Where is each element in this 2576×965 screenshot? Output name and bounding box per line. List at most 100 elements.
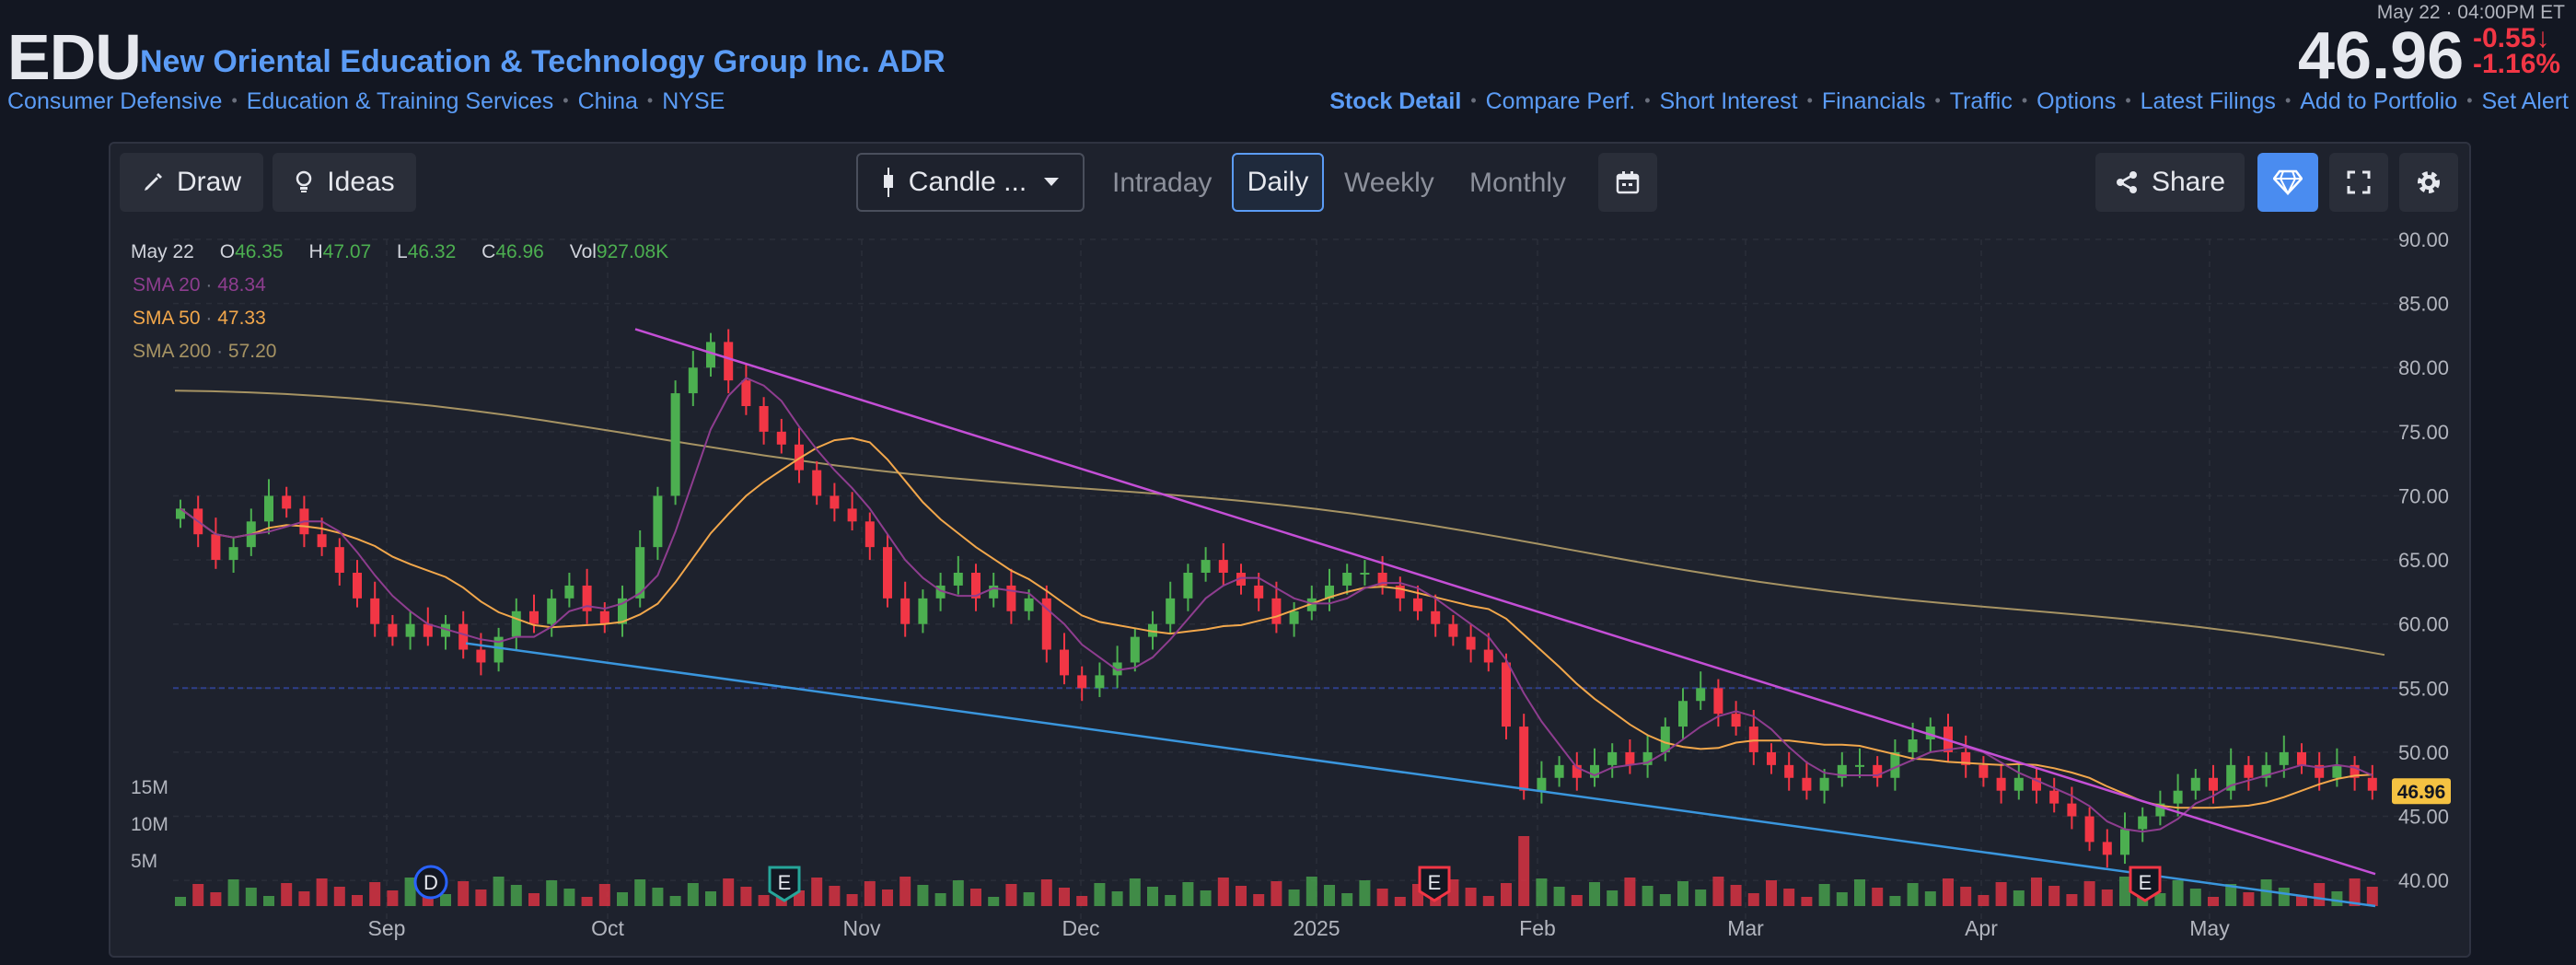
trend-line-lower [465,642,2376,908]
company-name[interactable]: New Oriental Education & Technology Grou… [140,44,946,79]
link-add-to-portfolio[interactable]: Add to Portfolio [2300,88,2458,114]
event-marker-label: D [424,871,438,894]
volume-bar [1589,882,1600,906]
volume-bar [192,884,204,906]
link-traffic[interactable]: Traffic [1949,88,2013,114]
chart-panel [109,142,2471,958]
candle-body [1678,701,1688,727]
candle-body [1802,777,1812,791]
link-set-alert[interactable]: Set Alert [2481,88,2570,114]
volume-bar [723,878,735,906]
ohlc-high-label: H [308,241,323,262]
ohlc-low-label: L [397,241,408,262]
breadcrumb-exchange[interactable]: NYSE [662,88,725,114]
volume-bar [1217,878,1229,906]
link-compare-perf[interactable]: Compare Perf. [1485,88,1636,114]
fullscreen-button[interactable] [2329,153,2388,212]
candle-body [1996,777,2006,791]
volume-bar [669,896,681,906]
sma50-value: 47.33 [217,308,266,329]
premium-button[interactable] [2257,153,2318,212]
tab-monthly[interactable]: Monthly [1469,168,1567,198]
chart-type-select[interactable]: Candle ... [856,153,1085,212]
x-axis-label: Mar [1727,916,1764,940]
link-short-interest[interactable]: Short Interest [1659,88,1798,114]
settings-button[interactable] [2399,153,2458,212]
volume-bar [1076,896,1088,906]
y-tick-label: 80.00 [2398,356,2449,379]
y-tick-label: 55.00 [2398,677,2449,700]
trend-line-upper [634,328,2376,876]
volume-bar [1747,893,1759,906]
earnings-marker [2129,866,2162,902]
volume-bar [598,884,610,906]
breadcrumb-industry[interactable]: Education & Training Services [246,88,554,114]
breadcrumb: Consumer Defensive • Education & Training … [7,88,725,114]
candle-body [1837,764,1847,778]
volume-bar [2048,886,2060,906]
ohlc-close-label: C [482,241,496,262]
candle-body [1554,764,1564,778]
candle-body [776,431,786,445]
breadcrumb-country[interactable]: China [577,88,638,114]
volume-bar [263,896,274,906]
volume-bar [1818,884,1830,906]
link-stock-detail[interactable]: Stock Detail [1329,88,1462,114]
candle-body [529,610,539,624]
date-range-button[interactable] [1598,153,1657,212]
volume-tick-label: 5M [131,851,157,872]
link-latest-filings[interactable]: Latest Filings [2140,88,2276,114]
candle-body [2067,803,2077,817]
volume-bar [387,890,399,906]
candle-body [1925,727,1935,739]
volume-bar [2225,884,2237,906]
volume-bar [333,887,345,906]
volume-bar [281,883,293,906]
draw-button[interactable]: Draw [120,153,263,212]
volume-bar [458,881,470,906]
volume-bar [2278,888,2290,906]
volume-bar [316,878,328,906]
candle-body [1041,598,1051,650]
price-chart[interactable]: 90.00 85.00 80.00 75.00 70.00 65.00 60.00 55.00… [110,230,2467,958]
candle-body [1130,636,1140,663]
volume-bar [1978,895,1990,906]
last-price-tag-label: 46.96 [2397,782,2446,803]
ohlc-close: 46.96 [495,241,544,262]
volume-bar [2172,880,2184,906]
share-button[interactable]: Share [2095,153,2245,212]
candle-body [1502,662,1511,727]
volume-bar [2154,893,2166,906]
candle-body [458,623,469,650]
tab-daily[interactable]: Daily [1232,153,1324,212]
volume-bar [369,882,381,906]
link-options[interactable]: Options [2036,88,2117,114]
tab-intraday[interactable]: Intraday [1112,168,1213,198]
tab-weekly[interactable]: Weekly [1344,168,1434,198]
last-price-tag [2392,778,2451,805]
diamond-icon [2273,169,2303,195]
candle-body [759,406,769,432]
share-label: Share [2151,167,2226,197]
candle-body [1201,560,1211,573]
volume-bar [2101,889,2113,906]
ideas-button[interactable]: Ideas [273,153,416,212]
breadcrumb-sector[interactable]: Consumer Defensive [7,88,223,114]
candle-body [1024,598,1034,611]
candle-body [1377,573,1387,586]
volume-bar [970,889,981,906]
sma200-line [174,389,2385,657]
candle-body [1483,649,1493,663]
volume-bar [2189,889,2201,906]
volume-bar [1872,888,1884,906]
volume-bar [2349,878,2361,906]
link-financials[interactable]: Financials [1821,88,1926,114]
volume-bar [1889,896,1901,906]
candle-body [1006,585,1016,611]
ohlc-volume-label: Vol [569,241,597,262]
volume-bar [1924,891,1936,906]
candle-body [1166,598,1176,624]
candle-body [1642,751,1653,765]
volume-tick-label: 15M [131,777,168,798]
event-marker-label: E [2139,871,2152,894]
